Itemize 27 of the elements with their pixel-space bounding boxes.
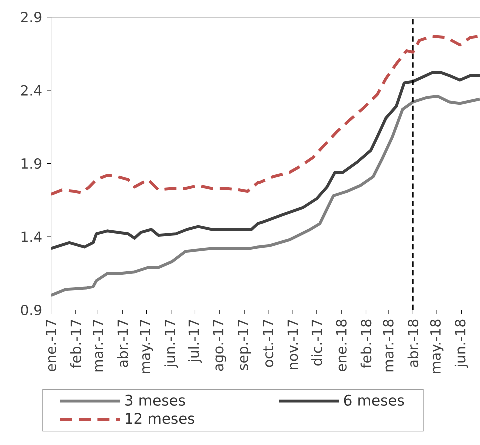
x-tick-label: ago.-17 xyxy=(213,320,226,372)
legend-label: 6 meses xyxy=(344,395,404,406)
x-tick-label: jun.-18 xyxy=(454,320,468,368)
x-tick-label: ene.-17 xyxy=(46,320,56,372)
x-tick-label: dic.-17 xyxy=(312,320,322,366)
x-tick-label: may.-17 xyxy=(140,320,154,374)
x-tick-label: sep.-17 xyxy=(238,320,252,370)
x-tick-label: nov.-17 xyxy=(288,320,298,370)
x-tick-label: abr.-17 xyxy=(117,320,128,368)
y-tick-label: 1.9 xyxy=(22,158,42,170)
x-tick-label: feb.-18 xyxy=(360,320,372,368)
x-tick-label: jun.-17 xyxy=(164,320,178,368)
x-tick-label: jul.-17 xyxy=(188,320,202,364)
line-series xyxy=(51,35,480,196)
y-tick-label: 2.9 xyxy=(21,12,42,23)
x-tick-label: ene.-18 xyxy=(336,320,347,372)
legend-label: 12 meses xyxy=(126,413,195,424)
x-tick-label: feb.-17 xyxy=(70,320,82,368)
y-tick-label: 0.9 xyxy=(21,305,42,316)
x-tick-label: mar.-18 xyxy=(383,320,394,372)
x-tick-label: may.-18 xyxy=(430,320,444,374)
x-tick-label: oct.-17 xyxy=(263,320,274,368)
legend-label: 3 meses xyxy=(126,395,186,406)
x-tick-label: abr.-18 xyxy=(408,320,419,368)
y-tick-label: 2.4 xyxy=(21,85,42,96)
x-tick-label: mar.-17 xyxy=(93,320,104,372)
y-tick-label: 1.4 xyxy=(22,232,42,242)
